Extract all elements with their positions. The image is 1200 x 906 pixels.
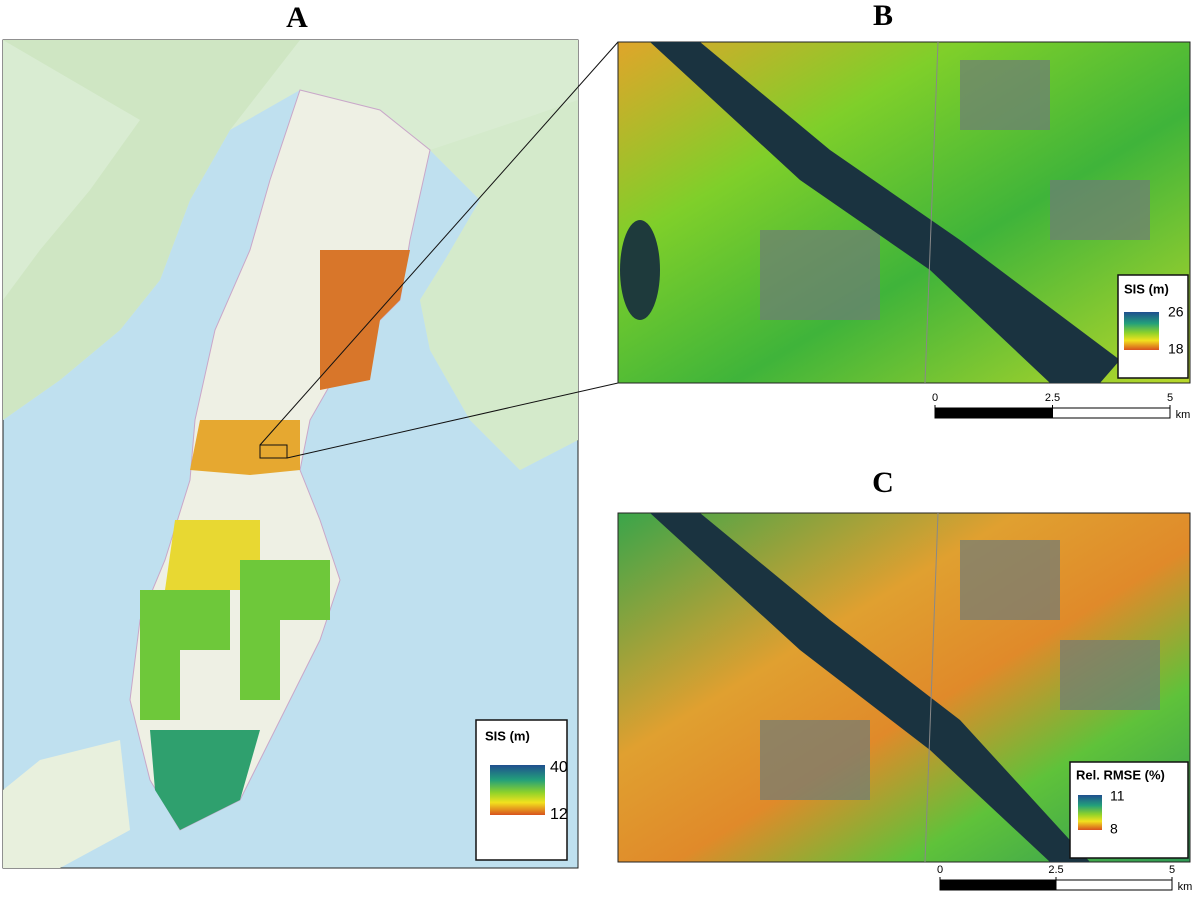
zoom-line [286,382,619,459]
region [140,560,330,720]
map-b: SIS (m) 26 18 [617,41,1191,384]
region [320,250,410,390]
scale-label: 0 [932,392,938,404]
field [1060,640,1160,710]
panel-label: B [873,0,893,32]
legend-value: 26 [1168,304,1184,320]
field [960,60,1050,130]
lake [620,220,660,320]
legend-ramp [1124,312,1159,350]
zoom-line [259,41,619,446]
field [1050,180,1150,240]
legend-value: 11 [1110,788,1125,804]
scale-label: 5 [1169,864,1175,876]
river [650,513,1090,862]
field [960,540,1060,620]
field [760,230,880,320]
road [924,41,939,384]
legend-ramp [490,765,545,815]
norway [3,40,300,420]
map-a: SIS (m) 40 12 [2,39,619,869]
scale-unit: km [1178,881,1193,893]
legend-title: SIS (m) [485,728,530,743]
scale-label: 5 [1167,392,1173,404]
region [165,520,260,590]
scale-label: 2.5 [1048,864,1063,876]
scale-segment [934,407,1053,419]
road [924,512,939,863]
scale-unit: km [1176,409,1191,421]
field [760,720,870,800]
map-c: Rel. RMSE (%) 11 8 [617,512,1191,863]
scale-segment [1055,879,1173,891]
scale-label: 2.5 [1045,392,1060,404]
legend-value: 8 [1110,821,1118,837]
region [150,730,260,830]
denmark [3,740,130,868]
legend-value: 12 [550,806,568,823]
panel-label: C [872,466,894,499]
legend-title: Rel. RMSE (%) [1076,767,1165,782]
scale-segment [1052,407,1171,419]
legend-value: 18 [1168,341,1184,357]
zoom-box [259,444,288,459]
scale-label: 0 [937,864,943,876]
region [190,420,300,475]
legend-value: 40 [550,759,568,776]
scale-segment [939,879,1057,891]
river [650,42,1120,383]
legend-ramp [1078,795,1102,830]
panel-label: A [286,1,308,34]
finland [420,100,578,470]
legend-title: SIS (m) [1124,281,1169,296]
